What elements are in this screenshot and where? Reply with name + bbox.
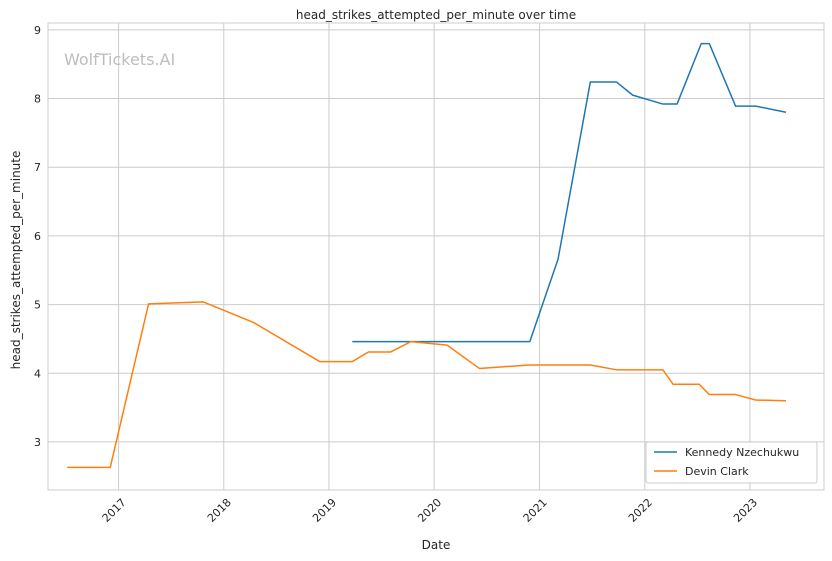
y-tick-label: 6 (34, 230, 41, 243)
x-axis-label: Date (422, 538, 451, 552)
series-line-1 (67, 301, 786, 469)
y-tick-label: 8 (34, 93, 41, 106)
legend-label-kennedy: Kennedy Nzechukwu (685, 446, 799, 459)
legend-box (645, 441, 818, 484)
grid (48, 23, 824, 490)
y-tick-label: 4 (34, 367, 41, 380)
series-layer (67, 42, 787, 469)
legend: Kennedy Nzechukwu Devin Clark (645, 441, 818, 484)
chart-title: head_strikes_attempted_per_minute over t… (296, 8, 576, 22)
series-line-0 (352, 42, 787, 343)
y-tick-label: 3 (34, 436, 41, 449)
y-tick-label: 5 (34, 299, 41, 312)
legend-label-devin: Devin Clark (685, 465, 749, 478)
watermark: WolfTickets.AI (64, 50, 175, 69)
y-axis-label: head_strikes_attempted_per_minute (9, 151, 23, 370)
y-tick-label: 7 (34, 161, 41, 174)
y-tick-label: 9 (34, 24, 41, 37)
plot-area-frame (47, 22, 825, 491)
